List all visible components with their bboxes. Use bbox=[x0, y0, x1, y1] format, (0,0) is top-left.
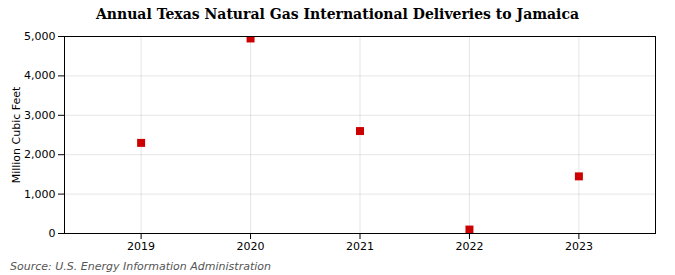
svg-text:4,000: 4,000 bbox=[24, 69, 56, 82]
svg-text:1,000: 1,000 bbox=[24, 188, 56, 201]
svg-text:Million Cubic Feet: Million Cubic Feet bbox=[10, 86, 23, 183]
svg-text:3,000: 3,000 bbox=[24, 109, 56, 122]
svg-text:2020: 2020 bbox=[237, 240, 265, 253]
svg-text:0: 0 bbox=[49, 227, 56, 240]
svg-text:2019: 2019 bbox=[127, 240, 155, 253]
html-text:Annual Texas Natural Gas Inter: Annual Texas Natural Gas International D… bbox=[96, 6, 579, 22]
svg-text:2022: 2022 bbox=[455, 240, 483, 253]
svg-text:2,000: 2,000 bbox=[24, 148, 56, 161]
svg-text:2021: 2021 bbox=[346, 240, 374, 253]
html-text:Source: U.S. Energy Informatio: Source: U.S. Energy Information Administ… bbox=[10, 260, 271, 273]
svg-text:5,000: 5,000 bbox=[24, 30, 56, 43]
svg-text:2023: 2023 bbox=[565, 240, 593, 253]
